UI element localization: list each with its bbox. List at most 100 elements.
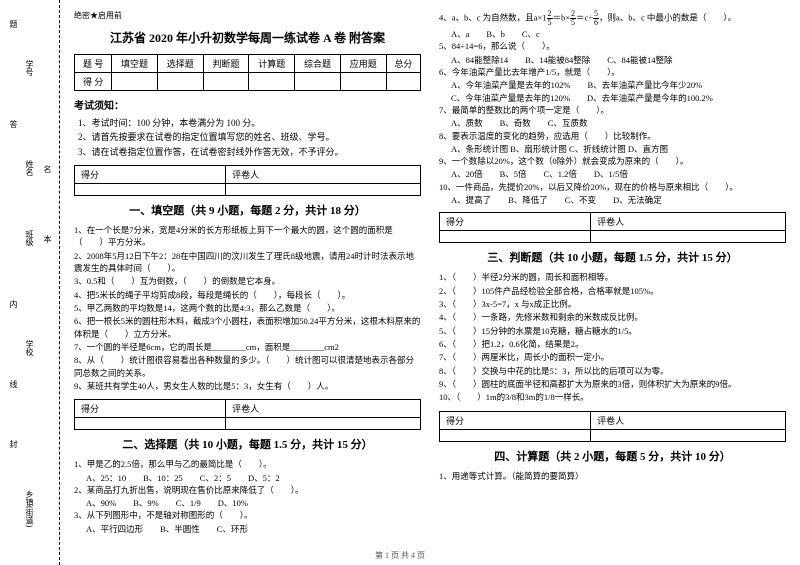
cell[interactable] <box>295 73 341 91</box>
table-row: 得 分 <box>75 73 421 91</box>
binding-hint: 本 <box>42 235 53 243</box>
options: A、20倍 B、5倍 C、1.2倍 D、1/5倍 <box>439 168 786 180</box>
question: 4、（ ）一条路，先修米数和剩余的米数成反比例。 <box>439 311 786 323</box>
score-label: 得分 <box>440 213 591 231</box>
binding-hint: 名 <box>42 165 53 173</box>
question: 2、2008年5月12日下午2：28在中国四川的汶川发生了理氏8级地震，请用24… <box>74 250 421 275</box>
cell[interactable] <box>157 73 203 91</box>
binding-margin: 题 学号 答 姓名 名 班级 本 内 学校 线 封 乡镇(街道) <box>0 0 60 565</box>
right-column: 4、a、b、c 为自然数，且a×125＝b×25＝c÷56，则a、b、c 中最小… <box>439 10 786 559</box>
question: 1、在一个长是7分米，宽是4分米的长方形纸板上剪下一个最大的圆，这个圆的面积是（… <box>74 224 421 249</box>
cell[interactable] <box>386 73 420 91</box>
question: 2、（ ）105件产品经检验全部合格，合格率就是105%。 <box>439 285 786 297</box>
question: 1、甲是乙的2.5倍，那么甲与乙的最简比是（ ）。 <box>74 458 421 470</box>
choice-questions-right: 4、a、b、c 为自然数，且a×125＝b×25＝c÷56，则a、b、c 中最小… <box>439 10 786 206</box>
question: 7、一个圆的半径是6cm，它的周长是________cm，面积是________… <box>74 341 421 353</box>
score-cell[interactable] <box>440 429 591 441</box>
judge-questions: 1、（ ）半径2分米的圆，周长和面积相等。 2、（ ）105件产品经检验全部合格… <box>439 271 786 404</box>
question: 2、某商品打九折出售，说明现在售价比原来降低了（ ）。 <box>74 484 421 496</box>
score-label: 评卷人 <box>226 400 421 418</box>
section-title-fill: 一、填空题（共 9 小题，每题 2 分，共计 18 分） <box>74 202 421 218</box>
options: A、平行四边形 B、半圆性 C、环形 <box>74 523 421 535</box>
cell: 综合题 <box>295 55 341 73</box>
score-cell[interactable] <box>75 418 226 430</box>
cell[interactable] <box>249 73 295 91</box>
score-cell[interactable] <box>591 429 786 441</box>
notice-item: 1、考试时间：100 分钟，本卷满分为 100 分。 <box>78 116 421 130</box>
score-cell[interactable] <box>591 231 786 243</box>
question: 8、（ ）交换与中花的比是5：3，所以比的后项可以为零。 <box>439 365 786 377</box>
options: A、25：10 B、10：25 C、2：5 D、5：2 <box>74 472 421 484</box>
cell: 计算题 <box>249 55 295 73</box>
cell[interactable] <box>340 73 386 91</box>
question: 7、（ ）两厘米比，周长小的面积一定小。 <box>439 351 786 363</box>
header-score-table: 题 号 填空题 选择题 判断题 计算题 综合题 应用题 总分 得 分 <box>74 54 421 91</box>
binding-hint: 封 <box>8 440 19 448</box>
options: A、今年油菜产量是去年的102% B、去年油菜产量比今年少20% C、今年油菜产… <box>439 79 786 104</box>
page-footer: 第 1 页 共 4 页 <box>0 550 800 561</box>
cell: 判断题 <box>203 55 249 73</box>
binding-hint: 答 <box>8 120 19 128</box>
score-label: 得分 <box>440 411 591 429</box>
content-area: 绝密★启用前 江苏省 2020 年小升初数学每周一练试卷 A 卷 附答案 题 号… <box>60 0 800 565</box>
score-label: 评卷人 <box>591 213 786 231</box>
options: A、质数 B、奇数 C、互质数 <box>439 117 786 129</box>
question: 10、（ ）1m的3/8和3m的1/8一样长。 <box>439 391 786 403</box>
question: 1、（ ）半径2分米的圆，周长和面积相等。 <box>439 271 786 283</box>
question: 3、0.5和（ ）互为倒数，（ ）的倒数是它本身。 <box>74 275 421 287</box>
calc-questions: 1、用递等式计算。（能简算的要简算） <box>439 470 786 483</box>
section-score-table: 得分评卷人 <box>439 212 786 243</box>
notice-list: 1、考试时间：100 分钟，本卷满分为 100 分。 2、请首先按要求在试卷的指… <box>74 116 421 159</box>
question: 5、84÷14=6，那么说（ ）。 <box>439 40 786 52</box>
options: A、84能整除14 B、14能被84整除 C、84能被14整除 <box>439 54 786 66</box>
choice-questions-left: 1、甲是乙的2.5倍，那么甲与乙的最简比是（ ）。 A、25：10 B、10：2… <box>74 458 421 535</box>
binding-hint: 线 <box>8 380 19 388</box>
question: 4、把5米长的绳子平均剪成8段，每段是绳长的（ ），每段长（ ）。 <box>74 289 421 301</box>
question: 6、把一根长5米的圆柱形木料，截成3个小圆柱，表面积增加50.24平方分米，这根… <box>74 315 421 340</box>
question: 9、一个数除以20%，这个数（0除外）就会变成为原来的（ ）。 <box>439 155 786 167</box>
cell: 填空题 <box>112 55 158 73</box>
left-column: 绝密★启用前 江苏省 2020 年小升初数学每周一练试卷 A 卷 附答案 题 号… <box>74 10 421 559</box>
question: 5、甲乙两数的平均数是14，这两个数的比是4:3，那么乙数是（ ）。 <box>74 302 421 314</box>
question: 9、某班共有学生40人，男女生人数的比是5：3，女生有（ ）人。 <box>74 380 421 392</box>
score-label: 得分 <box>75 400 226 418</box>
exam-title: 江苏省 2020 年小升初数学每周一练试卷 A 卷 附答案 <box>74 29 421 46</box>
options: A、提高了 B、降低了 C、不变 D、无法确定 <box>439 194 786 206</box>
question: 8、从（ ）统计图很容易看出各种数量的多少。（ ）统计图可以很清楚地表示各部分同… <box>74 354 421 379</box>
binding-label-class: 班级 <box>24 230 35 246</box>
notice-title: 考试须知： <box>74 97 421 112</box>
cell: 总分 <box>386 55 420 73</box>
cell: 题 号 <box>75 55 112 73</box>
question: 10、一件商品，先提价20%，以后又降价20%，现在的价格与原来相比（ ）。 <box>439 181 786 193</box>
score-label: 评卷人 <box>226 166 421 184</box>
cell: 应用题 <box>340 55 386 73</box>
options: A、a B、b C、c <box>439 28 786 40</box>
cell[interactable] <box>112 73 158 91</box>
cell: 选择题 <box>157 55 203 73</box>
cell: 得 分 <box>75 73 112 91</box>
score-cell[interactable] <box>440 231 591 243</box>
question: 9、（ ）圆柱的底面半径和高都扩大为原来的3倍，则体积扩大为原来的9倍。 <box>439 378 786 390</box>
section-title-calc: 四、计算题（共 2 小题，每题 5 分，共计 10 分） <box>439 448 786 464</box>
binding-label-school: 学校 <box>24 340 35 356</box>
score-label: 评卷人 <box>591 411 786 429</box>
score-cell[interactable] <box>226 418 421 430</box>
question: 3、从下列图形中，不是轴对称图形的（ ）。 <box>74 509 421 521</box>
question: 3、（ ）3x-5=7，x 与x成正比例。 <box>439 298 786 310</box>
score-label: 得分 <box>75 166 226 184</box>
question: 5、（ ）15分钟的水票是10克糖，糖占糖水的1/5。 <box>439 325 786 337</box>
score-cell[interactable] <box>75 184 226 196</box>
question: 6、（ ）把1.2，0.6化简，结果是2。 <box>439 338 786 350</box>
score-cell[interactable] <box>226 184 421 196</box>
binding-hint: 题 <box>8 20 19 28</box>
options: A、条形统计图 B、扇形统计图 C、折线统计图 D、直方图 <box>439 143 786 155</box>
question: 8、要表示温度的变化的趋势，应选用（ ）比较制作。 <box>439 130 786 142</box>
notice-item: 3、请在试卷指定位置作答，在试卷密封线外作答无效，不予评分。 <box>78 145 421 159</box>
question: 7、最简单的整数比的两个项一定是（ ）。 <box>439 104 786 116</box>
section-title-judge: 三、判断题（共 10 小题，每题 1.5 分，共计 15 分） <box>439 249 786 265</box>
binding-label-name: 姓名 <box>24 160 35 176</box>
binding-label-town: 乡镇(街道) <box>24 490 35 527</box>
cell[interactable] <box>203 73 249 91</box>
binding-label-xuehao: 学号 <box>24 60 35 76</box>
question: 4、a、b、c 为自然数，且a×125＝b×25＝c÷56，则a、b、c 中最小… <box>439 10 786 27</box>
